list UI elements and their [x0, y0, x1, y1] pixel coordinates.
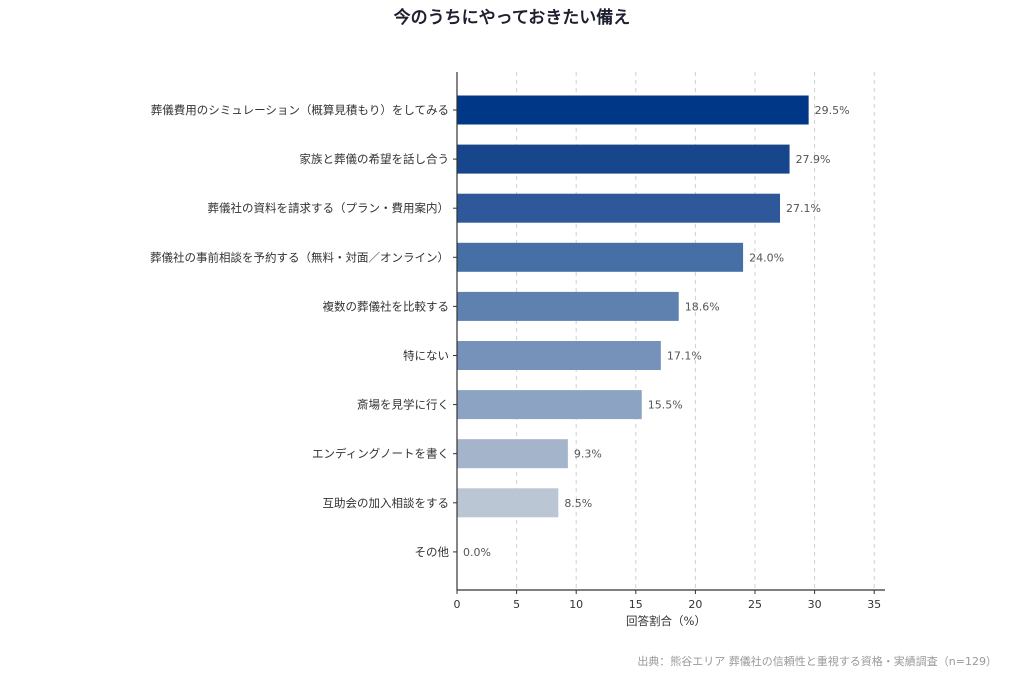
value-labels: 29.5% 27.9% 27.1% 24.0% 18.6% 17.1% 15.5% 9.3% 8… — [463, 104, 850, 559]
x-ticks: 0 5 10 15 20 25 30 35 — [454, 590, 881, 611]
bar-3 — [457, 242, 744, 272]
bar-7 — [457, 439, 568, 469]
value-label: 15.5% — [648, 399, 683, 412]
x-tick-label: 20 — [688, 598, 702, 611]
source-note: 出典：熊谷エリア 葬儀社の信頼性と重視する資格・実績調査（n=129） — [637, 654, 997, 668]
value-label: 18.6% — [685, 300, 720, 313]
grid-lines — [516, 72, 875, 590]
category-label: 複数の葬儀社を比較する — [323, 299, 450, 313]
x-tick-label: 10 — [569, 598, 583, 611]
value-label: 24.0% — [749, 251, 784, 264]
category-labels: 葬儀費用のシミュレーション（概算見積もり）をしてみる家族と葬儀の希望を話し合う葬… — [150, 103, 457, 559]
value-label: 8.5% — [564, 497, 592, 510]
bar-5 — [457, 341, 661, 370]
x-tick-label: 25 — [748, 598, 762, 611]
category-label: 葬儀費用のシミュレーション（概算見積もり）をしてみる — [151, 103, 449, 117]
category-label: その他 — [415, 545, 450, 559]
value-label: 0.0% — [463, 546, 491, 559]
bar-6 — [457, 390, 642, 420]
x-tick-label: 0 — [454, 598, 461, 611]
category-label: 葬儀社の資料を請求する（プラン・費用案内） — [208, 201, 450, 215]
chart-title: 今のうちにやっておきたい備え — [394, 7, 631, 28]
bars — [457, 95, 809, 518]
category-label: 互助会の加入相談をする — [323, 496, 450, 510]
value-label: 27.9% — [796, 153, 831, 166]
value-label: 29.5% — [815, 104, 850, 117]
x-tick-label: 15 — [629, 598, 643, 611]
x-tick-label: 30 — [808, 598, 822, 611]
bar-2 — [457, 193, 781, 223]
category-label: 葬儀社の事前相談を予約する（無料・対面／オンライン） — [150, 250, 449, 264]
value-label: 17.1% — [667, 350, 702, 363]
bar-1 — [457, 144, 790, 174]
category-label: 特にない — [403, 349, 449, 363]
x-tick-label: 35 — [867, 598, 881, 611]
bar-4 — [457, 291, 679, 321]
value-label: 9.3% — [574, 448, 602, 461]
x-tick-label: 5 — [513, 598, 520, 611]
x-axis-label: 回答割合（%） — [626, 614, 706, 628]
category-label: エンディングノートを書く — [312, 447, 449, 461]
category-label: 家族と葬儀の希望を話し合う — [300, 152, 450, 166]
axes — [456, 72, 885, 591]
bar-0 — [457, 95, 809, 125]
bar-8 — [457, 488, 559, 518]
category-label: 斎場を見学に行く — [357, 398, 449, 412]
value-label: 27.1% — [786, 202, 821, 215]
